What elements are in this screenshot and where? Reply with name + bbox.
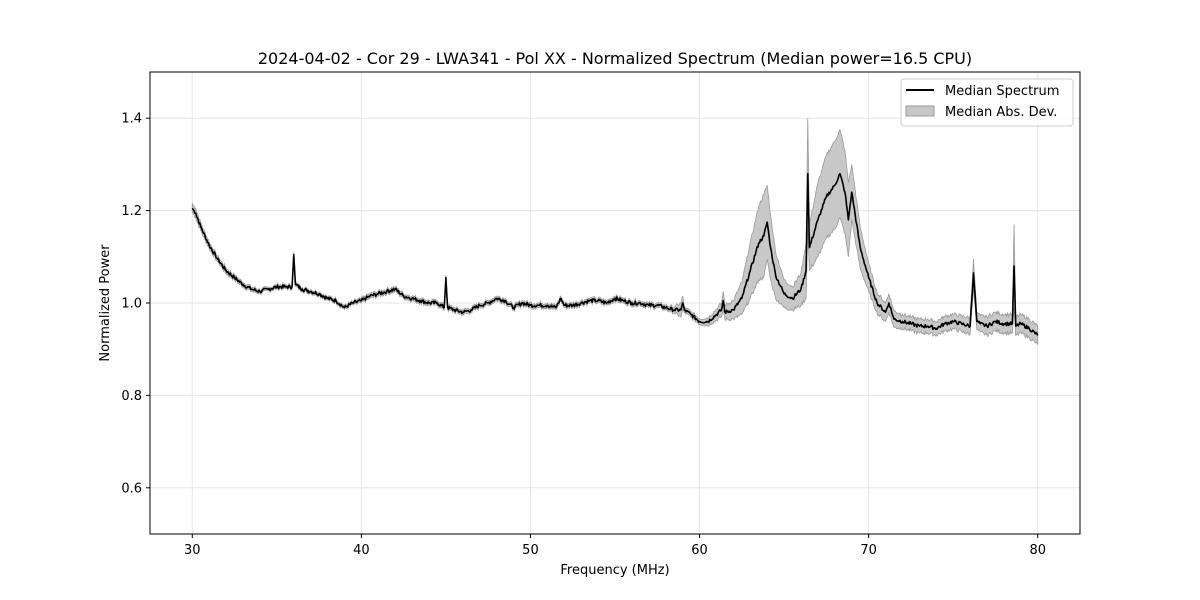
chart-title: 2024-04-02 - Cor 29 - LWA341 - Pol XX - … (258, 49, 972, 68)
y-tick-label: 1.2 (121, 204, 142, 219)
y-axis-label: Normalized Power (98, 244, 113, 362)
y-tick-label: 0.6 (121, 481, 142, 496)
x-tick-label: 30 (184, 543, 201, 558)
median-line-layer (191, 172, 1039, 336)
legend: Median Spectrum Median Abs. Dev. (900, 78, 1074, 127)
y-tick-label: 1.0 (121, 297, 142, 312)
axis-ticks: 30 40 50 60 70 80 0.6 0.8 1.0 1.2 1.4 (121, 112, 1046, 558)
legend-label-median: Median Spectrum (945, 84, 1059, 99)
mad-band-layer (191, 118, 1039, 345)
x-tick-label: 40 (353, 543, 370, 558)
y-tick-label: 1.4 (121, 112, 142, 127)
x-tick-label: 50 (522, 543, 539, 558)
x-tick-label: 70 (860, 543, 877, 558)
y-tick-label: 0.8 (121, 389, 142, 404)
mad-band (191, 118, 1039, 345)
legend-box (900, 78, 1074, 127)
x-tick-label: 60 (691, 543, 708, 558)
x-tick-label: 80 (1029, 543, 1046, 558)
x-axis-label: Frequency (MHz) (560, 563, 669, 578)
legend-band-swatch (905, 105, 935, 117)
legend-label-mad: Median Abs. Dev. (945, 105, 1057, 120)
median-spectrum-line (191, 172, 1039, 336)
